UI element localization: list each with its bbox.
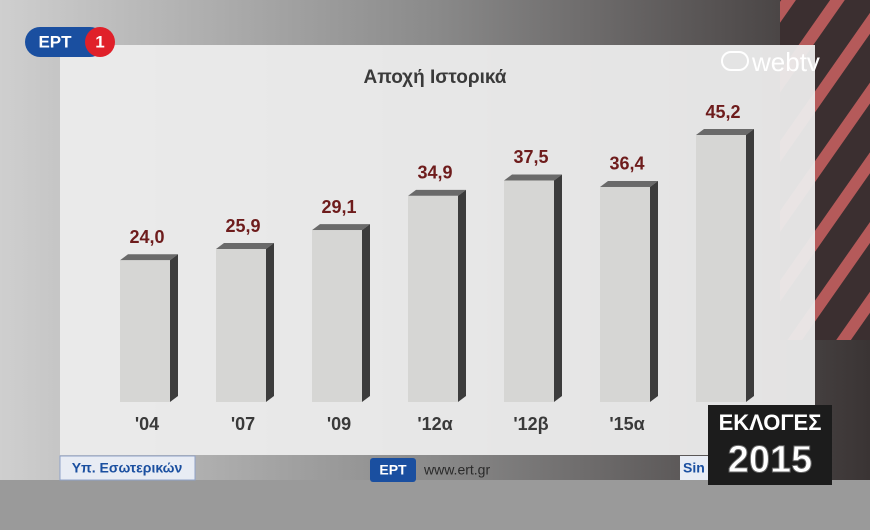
footer-logo: ΕΡΤ: [379, 462, 407, 478]
bar-side: [170, 254, 178, 402]
channel-logo: [25, 27, 105, 57]
partner-text: Sin: [683, 460, 705, 476]
bar-top: [504, 174, 562, 181]
bar-top: [216, 243, 274, 250]
bar: [504, 180, 554, 402]
bar: [216, 249, 266, 402]
footer-url: www.ert.gr: [423, 462, 490, 478]
bar-top: [312, 224, 370, 231]
value-label: 34,9: [417, 163, 452, 183]
value-label: 29,1: [321, 197, 356, 217]
bar-side: [362, 224, 370, 402]
channel-number: 1: [95, 32, 104, 51]
bar-top: [120, 254, 178, 261]
value-label: 25,9: [225, 216, 260, 236]
chart-title: Αποχή Ιστορικά: [364, 67, 507, 88]
floor: [0, 480, 870, 530]
bar-top: [600, 180, 658, 187]
channel-number-badge: [85, 27, 115, 57]
bar: [408, 195, 458, 402]
x-tick-label: '15α: [609, 414, 644, 434]
bar-side: [650, 180, 658, 402]
webtv-badge: [721, 51, 749, 71]
x-tick-label: '12β: [513, 414, 548, 434]
value-label: 37,5: [513, 147, 548, 167]
bar-side: [266, 243, 274, 402]
channel-logo-text: ΕΡΤ: [38, 32, 72, 51]
bar: [120, 260, 170, 402]
source-text: Υπ. Εσωτερικών: [72, 460, 183, 476]
bar: [312, 230, 362, 402]
bar: [600, 186, 650, 402]
bar-top: [696, 129, 754, 135]
election-year: 2015: [728, 439, 813, 481]
bar-top: [408, 189, 466, 196]
value-label: 24,0: [129, 227, 164, 247]
footer-logo-box: [370, 458, 416, 482]
bar-side: [554, 174, 562, 402]
value-label: 45,2: [705, 102, 740, 122]
bar-side: [458, 189, 466, 402]
x-tick-label: '12α: [417, 414, 452, 434]
x-tick-label: '04: [135, 414, 159, 434]
bar-side: [746, 129, 754, 402]
plot-area: 24,0 '04 25,9 '07 29,1 '09 34,9 '12α 37,5 '12β 36,…: [120, 102, 754, 434]
value-label: 36,4: [609, 154, 644, 174]
source-box: [59, 455, 196, 481]
election-title: ΕΚΛΟΓΕΣ: [719, 410, 822, 435]
election-logo: [708, 405, 832, 485]
bar: [696, 135, 746, 402]
webtv-logo: webtv: [751, 47, 820, 77]
x-tick-label: '07: [231, 414, 255, 434]
x-tick-label: '09: [327, 414, 351, 434]
